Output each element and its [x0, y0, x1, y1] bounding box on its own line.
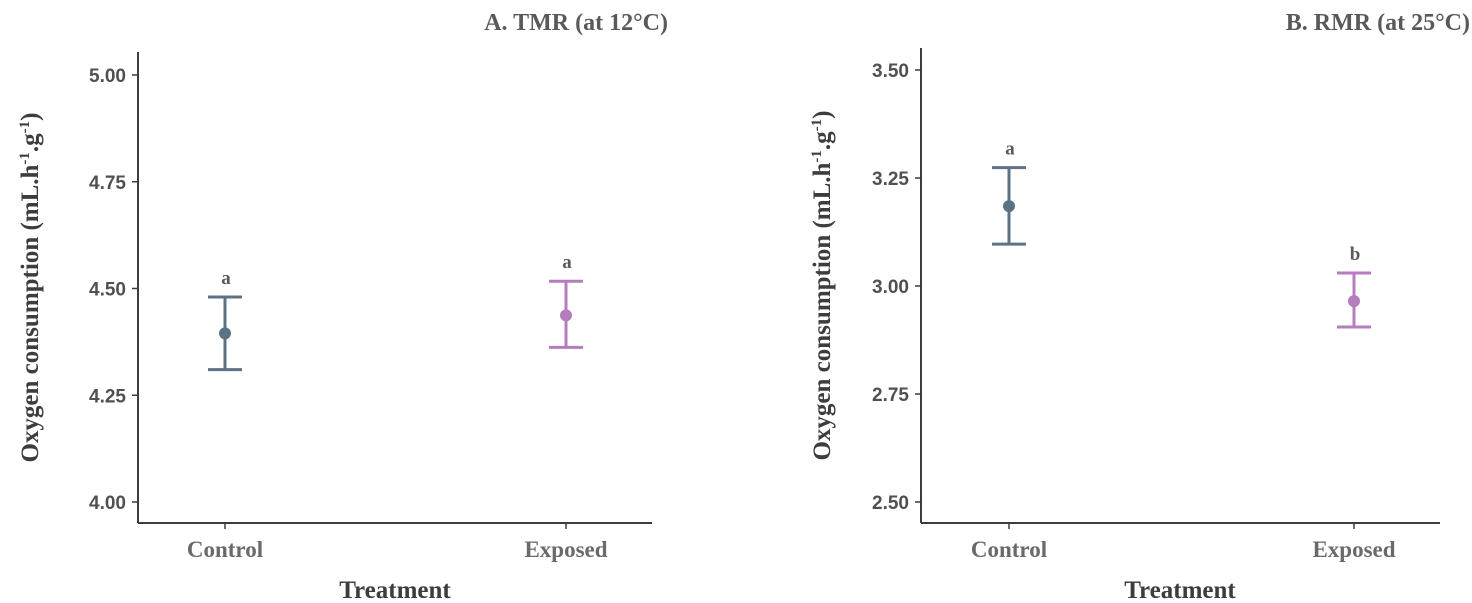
panel-title: A. TMR (at 12°C) [484, 10, 668, 36]
mean-point-exposed [560, 309, 572, 322]
y-tick-label: 3.50 [872, 61, 909, 82]
y-tick-label: 4.00 [89, 493, 126, 514]
y-tick-label: 4.50 [89, 280, 126, 301]
error-bar-exposed: b [1337, 244, 1371, 329]
y-tick-label: 4.75 [89, 173, 126, 194]
error-bar-control: a [208, 268, 242, 372]
y-title-superscript: -1 [17, 152, 33, 165]
y-tick-label: 3.00 [872, 277, 909, 298]
significance-label: b [1350, 244, 1361, 265]
x-tick-label-exposed: Exposed [1312, 537, 1395, 562]
y-axis-title: Oxygen consumption (mL.h-1.g-1) [17, 112, 44, 462]
mean-point-exposed [1348, 295, 1360, 308]
y-tick-label: 2.75 [872, 385, 909, 406]
x-tick-label-control: Control [187, 537, 263, 562]
x-axis-title: Treatment [1124, 577, 1236, 603]
panel-title: B. RMR (at 25°C) [1286, 10, 1470, 36]
mean-point-control [219, 327, 231, 340]
y-tick-label: 4.25 [89, 386, 126, 407]
y-axis-title: Oxygen consumption (mL.h-1.g-1) [809, 110, 836, 460]
y-title-superscript: -1 [809, 119, 825, 132]
panel-a: A. TMR (at 12°C) 4.00 4.25 4.50 4.75 5.00 Cont… [17, 10, 668, 603]
significance-label: a [562, 252, 572, 273]
y-title-part: Oxygen consumption (mL.h [17, 164, 44, 462]
x-tick-label-exposed: Exposed [524, 537, 607, 562]
error-bar-exposed: a [549, 252, 583, 349]
y-title-part: ) [809, 110, 836, 118]
y-title-part: ) [17, 112, 44, 120]
y-title-superscript: -1 [17, 121, 33, 134]
y-title-part: .g [809, 131, 836, 150]
significance-label: a [221, 268, 231, 289]
x-tick-label-control: Control [971, 537, 1047, 562]
mean-point-control [1003, 200, 1015, 213]
y-tick-label: 3.25 [872, 169, 909, 190]
y-tick-label: 5.00 [89, 66, 126, 87]
y-tick-label: 2.50 [872, 493, 909, 514]
y-title-part: .g [17, 133, 44, 152]
significance-label: a [1005, 139, 1015, 160]
x-axis-title: Treatment [339, 577, 451, 603]
error-bar-control: a [992, 139, 1026, 246]
y-title-superscript: -1 [809, 150, 825, 163]
y-title-part: Oxygen consumption (mL.h [809, 162, 836, 460]
panel-b: B. RMR (at 25°C) 2.50 2.75 3.00 3.25 3.50 Cont… [809, 10, 1470, 603]
